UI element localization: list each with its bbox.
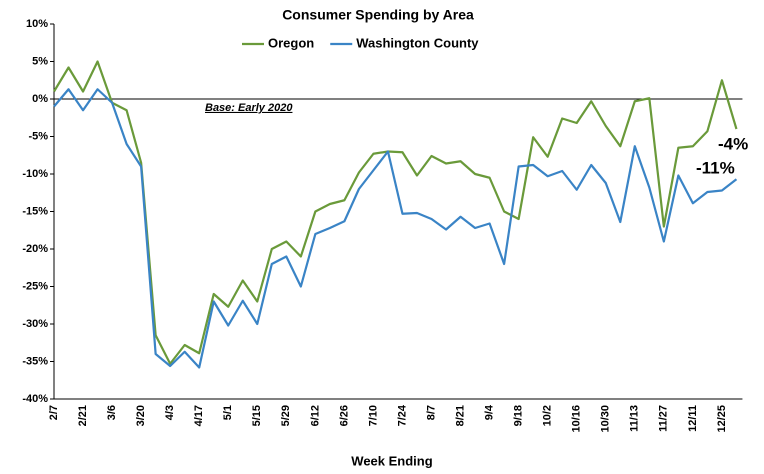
legend-label: Washington County: [356, 35, 479, 50]
y-tick-label: -10%: [22, 168, 48, 180]
x-tick-label: 11/27: [658, 405, 670, 432]
x-axis-label: Week Ending: [351, 453, 432, 468]
y-tick-label: -35%: [22, 355, 48, 367]
x-tick-label: 9/18: [513, 405, 525, 426]
x-tick-label: 7/10: [367, 405, 379, 426]
x-tick-label: 8/21: [454, 405, 466, 426]
y-tick-label: -20%: [22, 243, 48, 255]
x-tick-label: 4/17: [193, 405, 205, 426]
x-tick-label: 7/24: [396, 404, 408, 426]
x-tick-label: 10/16: [571, 405, 583, 433]
x-tick-label: 6/26: [338, 405, 350, 426]
x-tick-label: 5/29: [280, 405, 292, 426]
chart-title: Consumer Spending by Area: [282, 7, 474, 23]
x-tick-label: 8/7: [425, 405, 437, 420]
x-tick-label: 3/6: [106, 405, 118, 420]
end-label: -11%: [696, 158, 735, 177]
y-tick-label: -15%: [22, 205, 48, 217]
x-tick-label: 5/1: [222, 405, 234, 420]
end-label: -4%: [718, 134, 748, 153]
x-tick-label: 10/30: [600, 405, 612, 433]
series-line: [53, 60, 738, 365]
x-tick-label: 2/21: [77, 405, 89, 426]
y-tick-label: 0%: [32, 93, 48, 105]
x-tick-label: 12/25: [716, 405, 728, 433]
annotation: Base: Early 2020: [205, 102, 293, 114]
x-tick-label: 5/15: [251, 405, 263, 426]
y-tick-label: -30%: [22, 318, 48, 330]
y-tick-label: -25%: [22, 280, 48, 292]
legend-label: Oregon: [268, 35, 314, 50]
x-tick-label: 9/4: [484, 404, 496, 420]
y-tick-label: -5%: [28, 130, 48, 142]
x-tick-label: 2/7: [48, 405, 60, 420]
x-tick-label: 11/13: [629, 405, 641, 432]
x-tick-label: 10/2: [542, 405, 554, 426]
x-tick-label: 4/3: [164, 405, 176, 420]
x-tick-label: 3/20: [135, 405, 147, 426]
y-tick-label: 5%: [32, 55, 48, 67]
y-tick-label: -40%: [22, 393, 48, 405]
x-tick-label: 6/12: [309, 405, 321, 426]
x-tick-label: 12/11: [687, 405, 699, 432]
series-line: [53, 88, 738, 369]
y-tick-label: 10%: [26, 18, 48, 30]
